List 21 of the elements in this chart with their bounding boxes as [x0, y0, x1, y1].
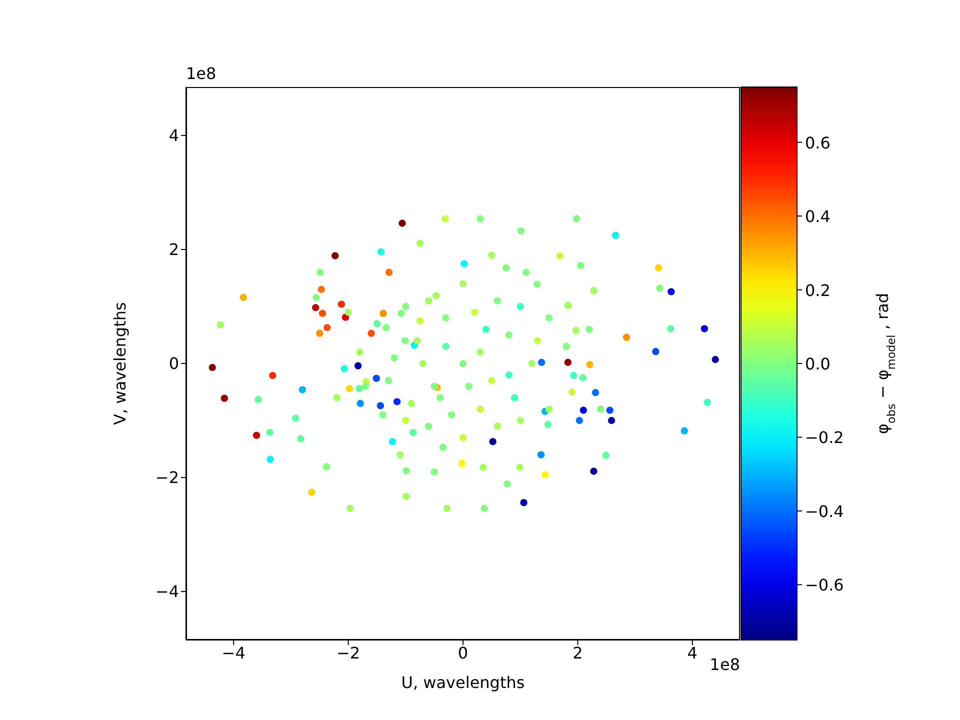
text: 1e8 [186, 64, 216, 83]
y-tick-label: −4 [155, 582, 179, 602]
y-axis-title: V, wavelengths [110, 302, 130, 425]
y-tick-label: 0 [168, 354, 179, 374]
color-bar-label: 0.4 [805, 207, 830, 226]
y-tick-label: −2 [155, 468, 179, 488]
x-tick-label: −2 [336, 643, 360, 662]
x-tick-label: 2 [572, 643, 583, 662]
x-tick-label: −4 [222, 643, 246, 662]
color-bar-label: 0.2 [805, 280, 830, 300]
y-tick-label: 4 [168, 126, 179, 146]
y-tick-label: 2 [168, 240, 179, 260]
color-bar-label: −0.6 [805, 576, 844, 595]
x-axis-title: U, wavelengths [401, 673, 525, 692]
text: 1e8 [710, 655, 740, 674]
color-bar-label: −0.4 [805, 502, 844, 521]
color-bar-label: 0.0 [805, 354, 830, 374]
color-bar-label: 0.6 [805, 133, 830, 152]
x-tick-label: 0 [458, 643, 468, 662]
x-tick-label: 4 [687, 643, 698, 662]
color-bar-label: −0.2 [805, 428, 844, 448]
